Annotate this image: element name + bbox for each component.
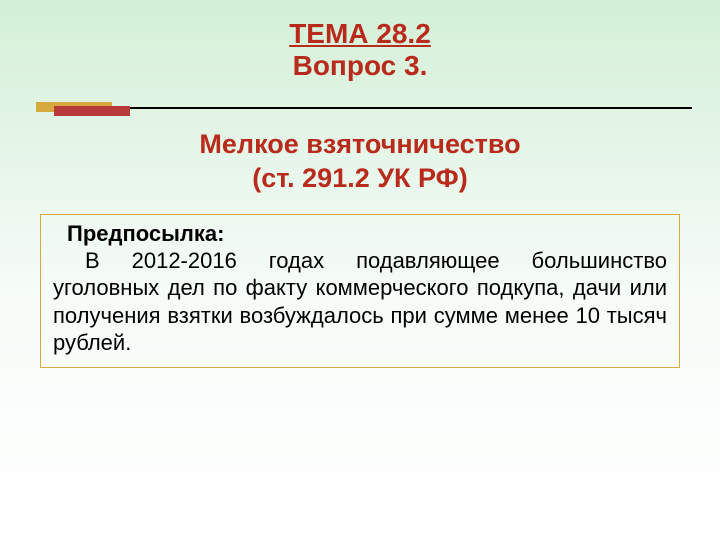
topic-number: ТЕМА 28.2 [0, 18, 720, 50]
subtitle-line2: (ст. 291.2 УК РФ) [0, 162, 720, 196]
premise-body: В 2012-2016 годах подавляющее большинств… [53, 247, 667, 357]
heading-block: ТЕМА 28.2 Вопрос 3. [0, 0, 720, 82]
divider [0, 100, 720, 114]
question-number: Вопрос 3. [0, 50, 720, 82]
subtitle: Мелкое взяточничество (ст. 291.2 УК РФ) [0, 128, 720, 196]
subtitle-line1: Мелкое взяточничество [0, 128, 720, 162]
accent-bar-red [54, 106, 130, 116]
divider-line [40, 107, 692, 109]
premise-box: Предпосылка: В 2012-2016 годах подавляющ… [40, 214, 680, 368]
premise-label: Предпосылка: [53, 221, 667, 247]
